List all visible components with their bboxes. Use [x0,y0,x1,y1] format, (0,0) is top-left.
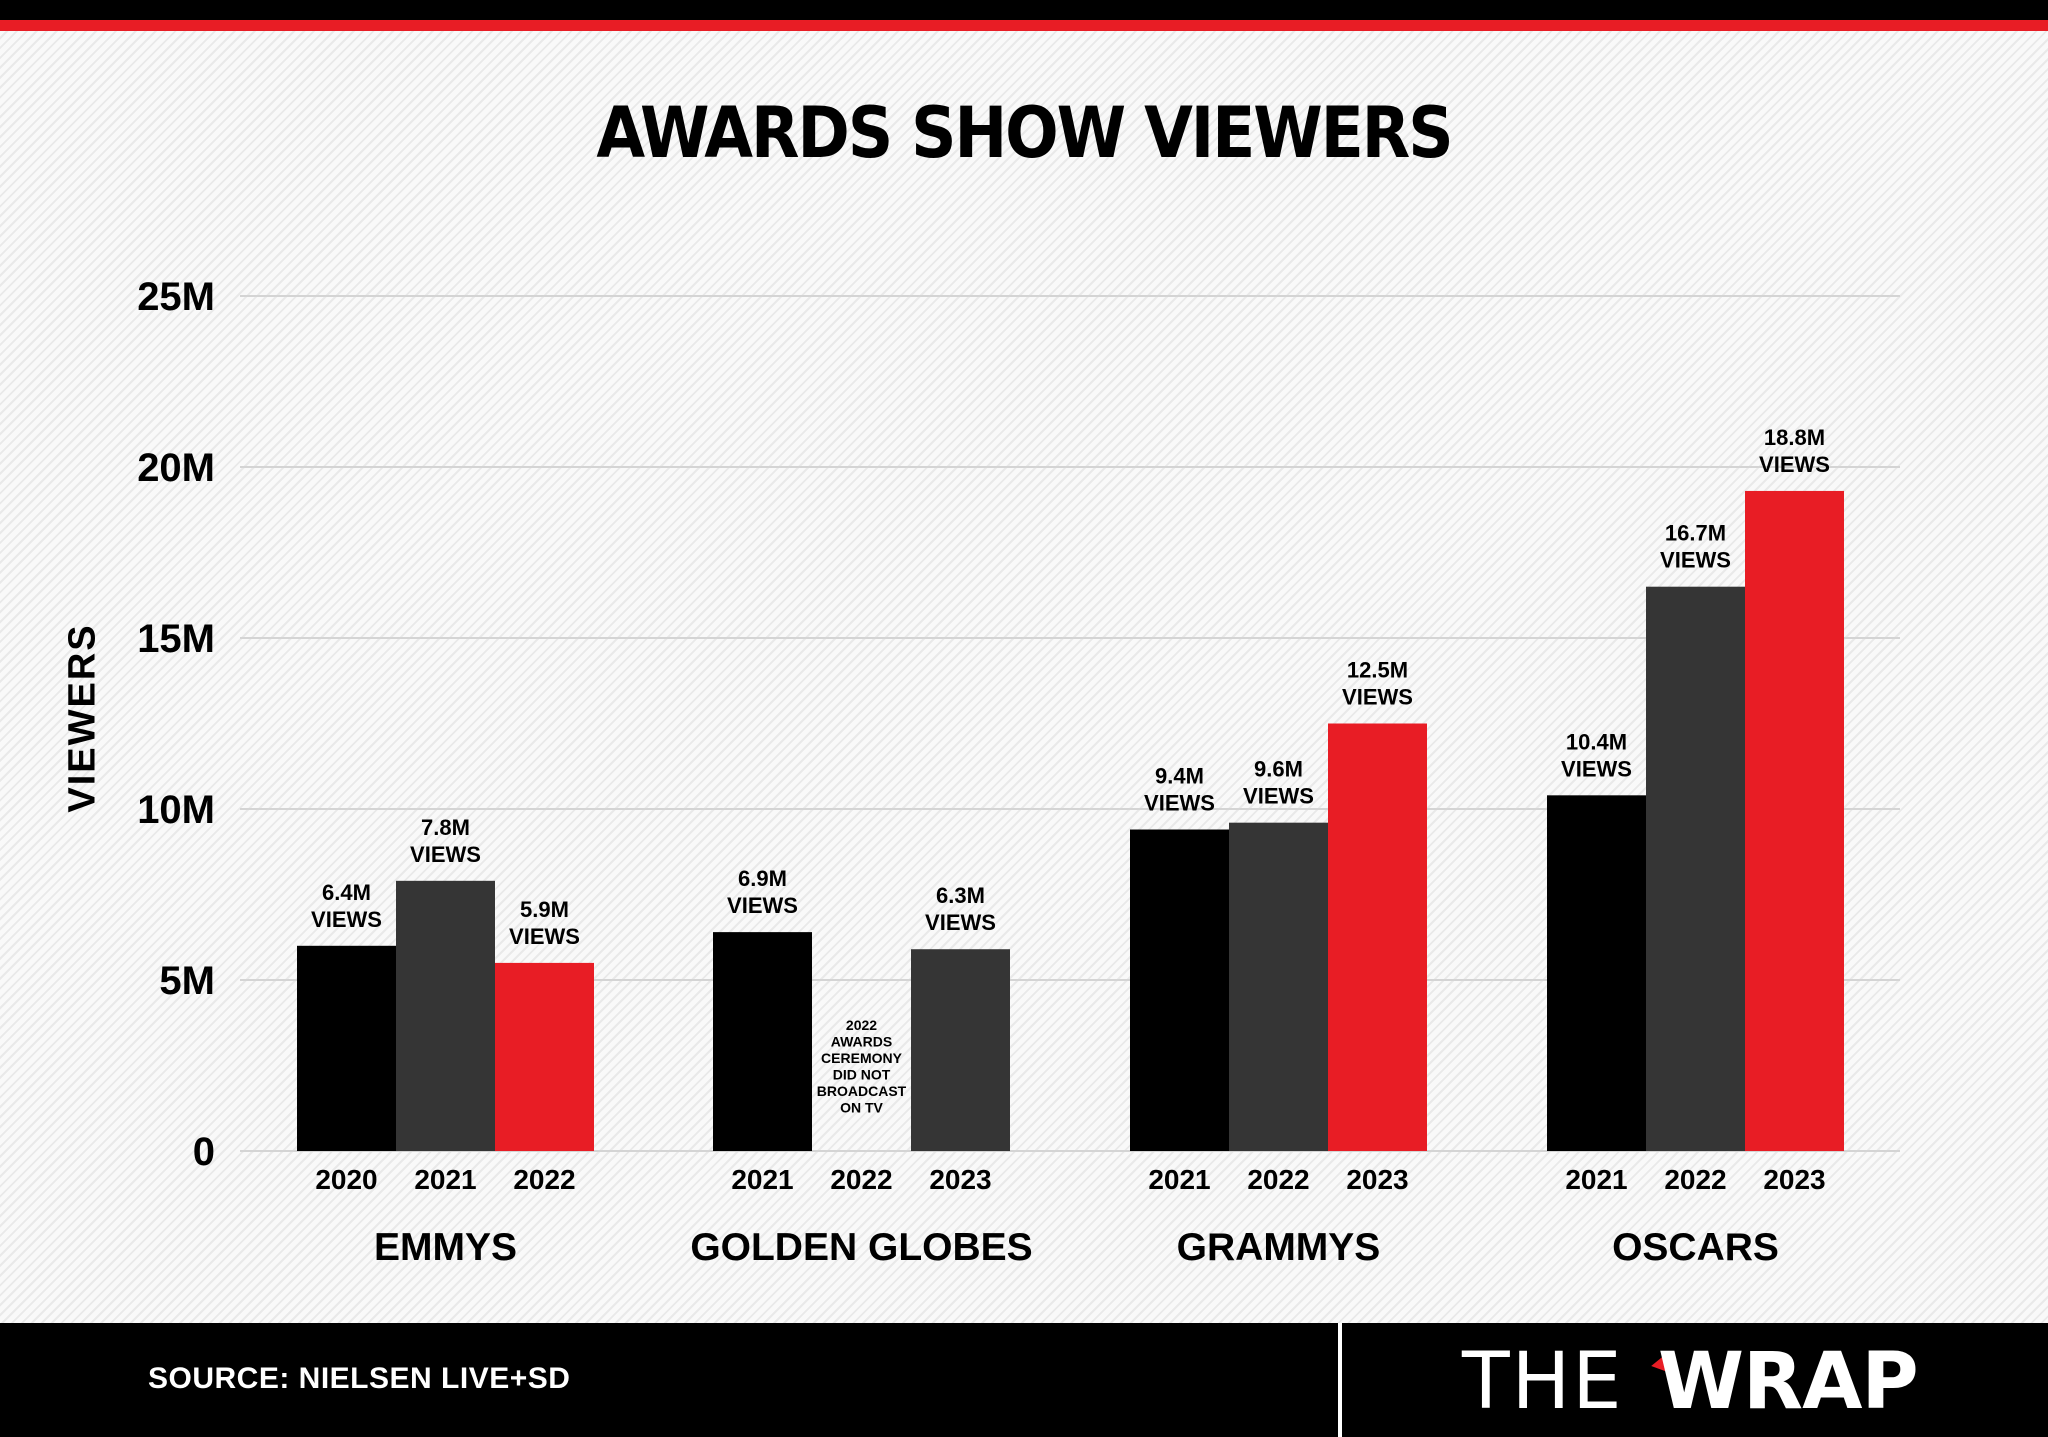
x-tick-label: 2023 [1346,1164,1408,1195]
data-label: VIEWS [1660,548,1731,573]
bar-note: DID NOT [833,1067,891,1083]
data-label: VIEWS [1561,756,1632,781]
data-label: 5.9M [520,897,569,922]
bar [911,949,1010,1151]
group-label: OSCARS [1612,1226,1779,1269]
logo-wrap-text: WRAP [1658,1337,1919,1427]
data-label: 12.5M [1347,658,1408,683]
group-label: EMMYS [374,1226,517,1269]
logo-the-text: THE [1462,1337,1624,1427]
y-tick-label: 0 [193,1130,215,1174]
bar [1130,829,1229,1151]
x-tick-label: 2020 [315,1164,377,1195]
bar-note: ON TV [840,1100,883,1116]
data-label: 10.4M [1566,729,1627,754]
x-tick-label: 2022 [1664,1164,1726,1195]
bar [713,932,812,1151]
bar [495,962,594,1151]
data-label: VIEWS [727,893,798,918]
y-tick-label: 10M [137,788,215,832]
bar [1646,586,1745,1151]
data-label: 6.3M [936,883,985,908]
data-label: VIEWS [1144,791,1215,816]
bar [1745,490,1844,1151]
bar [1229,822,1328,1151]
x-tick-label: 2021 [731,1164,793,1195]
data-label: VIEWS [311,907,382,932]
bar-note: 2022 [846,1017,877,1033]
data-label: VIEWS [410,842,481,867]
data-label: 6.4M [322,880,371,905]
bar-note: BROADCAST [817,1083,907,1099]
x-tick-label: 2022 [1247,1164,1309,1195]
y-tick-label: 5M [159,959,215,1003]
data-label: VIEWS [925,910,996,935]
footer-bar [0,1323,2048,1437]
x-tick-label: 2023 [1763,1164,1825,1195]
bar [297,945,396,1151]
data-label: 7.8M [421,815,470,840]
y-tick-label: 15M [137,617,215,661]
x-tick-label: 2021 [414,1164,476,1195]
group-label: GRAMMYS [1177,1226,1381,1269]
chart-title: AWARDS SHOW VIEWERS [596,92,1453,174]
footer-divider [1338,1323,1342,1437]
bar [1547,795,1646,1151]
x-tick-label: 2021 [1565,1164,1627,1195]
data-label: 6.9M [738,866,787,891]
bar [396,880,495,1151]
data-label: 16.7M [1665,521,1726,546]
x-tick-label: 2022 [513,1164,575,1195]
top-bar [0,0,2048,20]
data-label: VIEWS [1243,784,1314,809]
data-label: 9.4M [1155,764,1204,789]
bar [1328,723,1427,1151]
data-label: VIEWS [1759,452,1830,477]
x-tick-label: 2023 [929,1164,991,1195]
data-label: VIEWS [1342,685,1413,710]
data-label: 9.6M [1254,757,1303,782]
top-red-stripe [0,20,2048,31]
bar-note: CEREMONY [821,1050,903,1066]
y-tick-label: 20M [137,446,215,490]
bar-note: AWARDS [831,1034,892,1050]
x-tick-label: 2022 [830,1164,892,1195]
data-label: VIEWS [509,924,580,949]
y-tick-label: 25M [137,275,215,319]
x-tick-label: 2021 [1148,1164,1210,1195]
data-label: 18.8M [1764,425,1825,450]
source-note: SOURCE: NIELSEN LIVE+SD [148,1362,571,1395]
group-label: GOLDEN GLOBES [690,1226,1032,1269]
